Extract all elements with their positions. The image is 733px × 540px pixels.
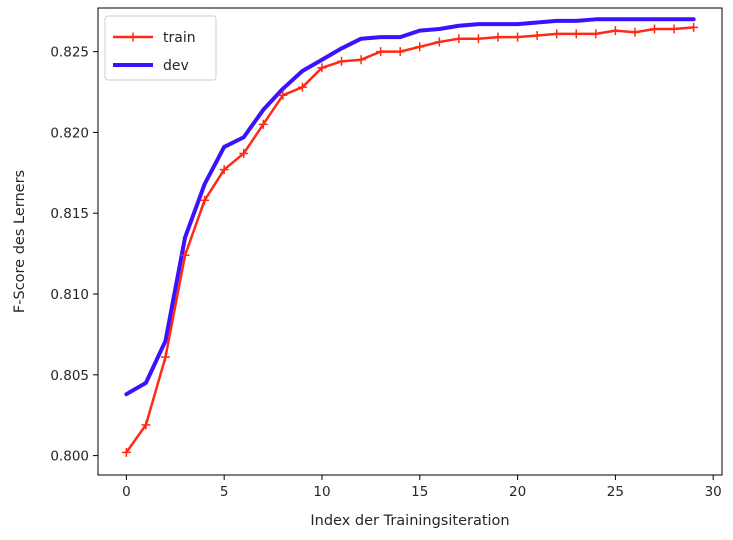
- plot-frame: [97, 7, 723, 476]
- legend-box: [104, 15, 217, 81]
- data-point-train: [160, 352, 170, 362]
- y-tick-label: 0.820: [50, 125, 89, 141]
- data-point-train: [180, 250, 190, 260]
- data-point-train: [395, 47, 405, 57]
- data-point-train: [610, 26, 620, 36]
- y-tick-label: 0.810: [50, 287, 89, 303]
- data-point-train: [200, 195, 210, 205]
- x-axis-ticks: 0 5 10 15 20 25 30: [122, 475, 722, 500]
- data-point-train: [454, 34, 464, 44]
- data-point-train: [239, 148, 249, 158]
- data-point-train: [434, 37, 444, 47]
- data-point-train: [552, 29, 562, 39]
- data-point-train: [571, 29, 581, 39]
- x-tick-label: 5: [220, 484, 229, 500]
- legend-label-dev: dev: [163, 58, 189, 74]
- data-point-train: [258, 119, 268, 129]
- data-point-train: [689, 22, 699, 32]
- data-point-train: [297, 82, 307, 92]
- data-point-train: [630, 27, 640, 37]
- legend-marker-train: [128, 32, 138, 42]
- y-tick-label: 0.805: [50, 368, 89, 384]
- legend: train dev: [104, 15, 217, 81]
- y-tick-label: 0.800: [50, 449, 89, 465]
- x-tick-label: 15: [411, 484, 428, 500]
- data-point-train: [493, 32, 503, 42]
- data-point-train: [121, 447, 131, 457]
- y-axis-ticks: 0.800 0.805 0.810 0.815 0.820 0.825: [50, 45, 98, 465]
- data-point-train: [141, 420, 151, 430]
- x-tick-label: 30: [705, 484, 722, 500]
- data-point-train: [532, 30, 542, 40]
- y-tick-label: 0.815: [50, 206, 89, 222]
- data-point-train: [317, 63, 327, 73]
- legend-label-train: train: [163, 30, 196, 46]
- x-tick-label: 0: [122, 484, 131, 500]
- data-point-train: [376, 47, 386, 57]
- x-tick-label: 10: [313, 484, 330, 500]
- data-point-train: [278, 90, 288, 100]
- y-tick-label: 0.825: [50, 45, 89, 61]
- data-point-train: [415, 42, 425, 52]
- data-point-train: [650, 24, 660, 34]
- data-point-train: [591, 29, 601, 39]
- y-axis-label: F-Score des Lerners: [12, 170, 28, 313]
- x-tick-label: 25: [607, 484, 624, 500]
- data-point-train: [356, 55, 366, 65]
- data-point-train: [473, 34, 483, 44]
- x-tick-label: 20: [509, 484, 526, 500]
- data-point-train: [513, 32, 523, 42]
- x-axis-label: Index der Trainingsiteration: [310, 513, 509, 529]
- data-point-train: [669, 24, 679, 34]
- data-point-train: [337, 56, 347, 66]
- plot-marks: [121, 17, 699, 457]
- data-point-train: [219, 165, 229, 175]
- series-line-dev: [124, 17, 696, 397]
